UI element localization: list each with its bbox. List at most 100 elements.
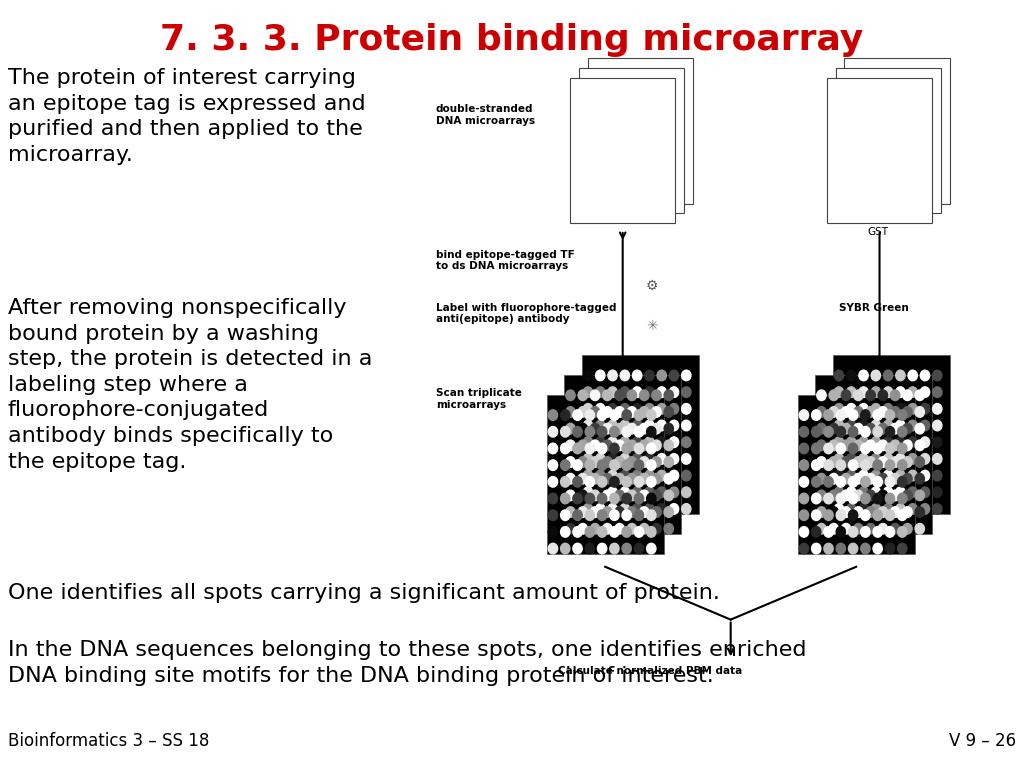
Circle shape (903, 473, 912, 484)
Circle shape (665, 407, 674, 417)
Circle shape (621, 370, 630, 381)
Circle shape (884, 437, 893, 448)
Circle shape (873, 543, 883, 554)
Circle shape (812, 493, 821, 504)
Circle shape (645, 437, 654, 448)
Circle shape (657, 437, 667, 448)
Circle shape (560, 543, 570, 554)
Circle shape (847, 504, 856, 515)
Circle shape (670, 370, 679, 381)
Circle shape (633, 387, 642, 397)
Circle shape (824, 510, 834, 521)
Circle shape (603, 407, 612, 417)
Circle shape (849, 493, 858, 504)
Circle shape (645, 470, 654, 481)
Circle shape (572, 527, 583, 537)
Circle shape (886, 543, 895, 554)
Circle shape (622, 543, 632, 554)
Circle shape (915, 524, 925, 534)
Circle shape (665, 423, 674, 434)
Circle shape (829, 390, 839, 401)
Circle shape (579, 524, 588, 534)
Circle shape (633, 370, 642, 381)
Circle shape (866, 524, 876, 534)
Circle shape (579, 457, 588, 467)
Circle shape (621, 504, 630, 515)
Bar (798, 395, 914, 554)
Circle shape (591, 390, 600, 401)
Circle shape (579, 440, 588, 451)
Circle shape (597, 460, 607, 471)
Circle shape (898, 443, 907, 454)
Circle shape (548, 443, 558, 454)
Circle shape (548, 527, 558, 537)
Circle shape (871, 370, 881, 381)
Circle shape (921, 387, 930, 397)
Circle shape (646, 410, 656, 420)
Circle shape (812, 410, 821, 420)
Circle shape (891, 407, 900, 417)
Circle shape (896, 470, 905, 481)
Circle shape (891, 457, 900, 467)
Circle shape (645, 504, 654, 515)
Circle shape (646, 493, 656, 504)
Circle shape (866, 473, 876, 484)
Circle shape (584, 454, 593, 464)
Circle shape (898, 527, 907, 537)
Circle shape (615, 390, 625, 401)
Circle shape (615, 524, 625, 534)
Circle shape (886, 426, 895, 437)
Circle shape (591, 490, 600, 501)
Circle shape (879, 473, 888, 484)
Circle shape (621, 487, 630, 498)
Circle shape (886, 443, 895, 454)
Circle shape (670, 504, 679, 515)
Circle shape (572, 426, 583, 437)
Circle shape (898, 410, 907, 420)
Circle shape (628, 507, 637, 518)
Circle shape (866, 490, 876, 501)
Circle shape (657, 387, 667, 397)
Circle shape (615, 507, 625, 518)
Circle shape (847, 387, 856, 397)
Circle shape (597, 476, 607, 487)
Circle shape (560, 443, 570, 454)
Circle shape (873, 527, 883, 537)
Text: Calculate normalized PBM data: Calculate normalized PBM data (558, 666, 742, 676)
Circle shape (665, 457, 674, 467)
Circle shape (884, 370, 893, 381)
Circle shape (609, 527, 620, 537)
Circle shape (908, 387, 918, 397)
Circle shape (908, 370, 918, 381)
Circle shape (800, 460, 809, 471)
Circle shape (657, 504, 667, 515)
Circle shape (621, 437, 630, 448)
Circle shape (608, 437, 617, 448)
Circle shape (933, 454, 942, 464)
Circle shape (560, 493, 570, 504)
Circle shape (891, 440, 900, 451)
Bar (827, 78, 932, 223)
Circle shape (824, 476, 834, 487)
Circle shape (859, 504, 868, 515)
Circle shape (879, 524, 888, 534)
Circle shape (837, 410, 846, 420)
Circle shape (622, 493, 632, 504)
Circle shape (849, 426, 858, 437)
Circle shape (646, 543, 656, 554)
Circle shape (645, 454, 654, 464)
Text: bind epitope-tagged TF
to ds DNA microarrays: bind epitope-tagged TF to ds DNA microar… (436, 250, 574, 271)
Circle shape (622, 460, 632, 471)
Circle shape (603, 507, 612, 518)
Text: V 9 – 26: V 9 – 26 (949, 732, 1016, 750)
Circle shape (837, 527, 846, 537)
Circle shape (682, 437, 691, 448)
Text: The protein of interest carrying
an epitope tag is expressed and
purified and th: The protein of interest carrying an epit… (8, 68, 366, 165)
Circle shape (584, 403, 593, 414)
Circle shape (621, 454, 630, 464)
Circle shape (800, 443, 809, 454)
Circle shape (915, 473, 925, 484)
Circle shape (665, 390, 674, 401)
Circle shape (884, 470, 893, 481)
Circle shape (861, 493, 870, 504)
